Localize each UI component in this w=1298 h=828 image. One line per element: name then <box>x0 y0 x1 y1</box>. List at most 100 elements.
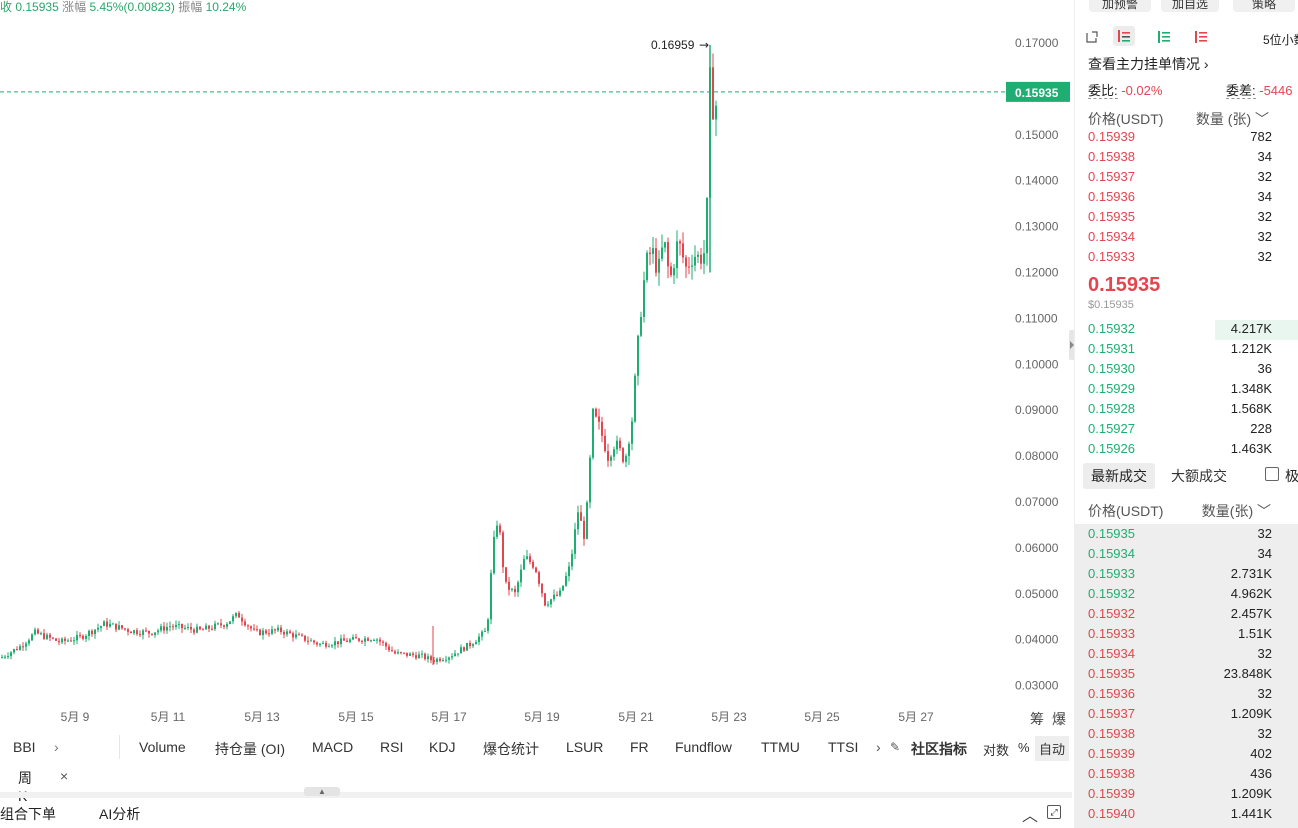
close-value: 0.15935 <box>15 0 59 14</box>
bid-row[interactable]: 0.15932 4.217K <box>1088 319 1298 339</box>
row-qty: 1.209K <box>1230 706 1272 721</box>
precision-select[interactable]: 5位小数 <box>1263 33 1298 47</box>
y-tick-label: 0.06000 <box>1015 541 1059 555</box>
community-indicators[interactable]: 社区指标 <box>911 741 967 757</box>
row-price: 0.15939 <box>1088 746 1135 761</box>
share-icon[interactable] <box>1085 30 1099 44</box>
candle-body <box>331 645 333 647</box>
row-qty: 32 <box>1257 686 1272 701</box>
tab-ai-analysis[interactable]: AI分析 <box>99 806 141 822</box>
candle-body <box>421 653 423 655</box>
row-price: 0.15934 <box>1088 646 1135 661</box>
log-scale-toggle[interactable]: 对数 <box>983 743 1010 758</box>
trade-row[interactable]: 0.15932 4.962K <box>1088 584 1298 604</box>
indicator-kdj[interactable]: KDJ <box>429 739 456 755</box>
book-qty-header[interactable]: 数量 (张) ﹀ <box>1195 111 1269 127</box>
candle-body <box>505 567 507 582</box>
trade-row[interactable]: 0.15939 1.209K <box>1088 784 1298 804</box>
panel-collapse-handle[interactable] <box>1069 330 1075 360</box>
strategy-button[interactable]: 策略 <box>1233 0 1295 12</box>
trade-row[interactable]: 0.15935 32 <box>1088 524 1298 544</box>
extreme-checkbox[interactable] <box>1265 467 1279 481</box>
row-qty: 32 <box>1257 726 1272 741</box>
row-price: 0.15935 <box>1088 526 1135 541</box>
tab-large-trades[interactable]: 大额成交 <box>1171 468 1227 484</box>
add-watchlist-button[interactable]: 加自选 <box>1161 0 1219 12</box>
indicator-rsi[interactable]: RSI <box>380 739 404 755</box>
bid-row[interactable]: 0.15930 36 <box>1088 359 1298 379</box>
auto-scale-toggle[interactable]: 自动 <box>1035 736 1070 761</box>
expand-icon[interactable]: ⤢ <box>1047 805 1061 819</box>
bid-row[interactable]: 0.15931 1.212K <box>1088 339 1298 359</box>
indicator-volume[interactable]: Volume <box>139 739 186 755</box>
candle-body <box>574 529 576 554</box>
candlestick-chart[interactable]: 0.170000.160000.150000.140000.130000.120… <box>0 14 1072 730</box>
indicator-ttsi[interactable]: TTSI <box>828 739 859 755</box>
trade-row[interactable]: 0.15939 402 <box>1088 744 1298 764</box>
ask-row[interactable]: 0.15939 782 <box>1088 127 1298 147</box>
ask-row[interactable]: 0.15935 32 <box>1088 207 1298 227</box>
indicator-lsur[interactable]: LSUR <box>566 739 604 755</box>
tab-latest-trades[interactable]: 最新成交 <box>1083 463 1155 489</box>
indicator-liquidation[interactable]: 爆仓统计 <box>483 741 539 757</box>
percent-scale-toggle[interactable]: % <box>1018 740 1030 755</box>
trade-row[interactable]: 0.15933 1.51K <box>1088 624 1298 644</box>
ask-row[interactable]: 0.15937 32 <box>1088 167 1298 187</box>
y-tick-label: 0.15000 <box>1015 128 1059 142</box>
bid-ask-diff: 委差: -5446 <box>1226 80 1293 99</box>
candle-body <box>208 625 210 629</box>
trade-row[interactable]: 0.15934 34 <box>1088 544 1298 564</box>
chevron-up-icon[interactable]: ︿ <box>1022 808 1039 825</box>
candle-body <box>10 652 12 656</box>
scroll-right-icon[interactable]: › <box>876 739 881 755</box>
trade-row[interactable]: 0.15934 32 <box>1088 644 1298 664</box>
chevron-right-icon[interactable]: › <box>54 739 59 755</box>
candle-body <box>391 650 393 652</box>
candle-body <box>349 639 351 642</box>
candle-body <box>595 408 597 417</box>
book-view-both-icon[interactable] <box>1113 26 1135 46</box>
row-price: 0.15934 <box>1088 546 1135 561</box>
bid-row[interactable]: 0.15927 228 <box>1088 419 1298 439</box>
row-qty: 32 <box>1257 526 1272 541</box>
book-view-asks-icon[interactable] <box>1193 29 1209 45</box>
trade-row[interactable]: 0.15938 32 <box>1088 724 1298 744</box>
ask-row[interactable]: 0.15934 32 <box>1088 227 1298 247</box>
ask-row[interactable]: 0.15938 34 <box>1088 147 1298 167</box>
trade-row[interactable]: 0.15940 1.441K <box>1088 804 1298 824</box>
trade-row[interactable]: 0.15938 436 <box>1088 764 1298 784</box>
candle-body <box>535 567 537 573</box>
indicator-fundflow[interactable]: Fundflow <box>675 739 732 755</box>
candle-body <box>115 623 117 630</box>
indicator-ttmu[interactable]: TTMU <box>761 739 800 755</box>
trade-row[interactable]: 0.15936 32 <box>1088 684 1298 704</box>
trade-row[interactable]: 0.15932 2.457K <box>1088 604 1298 624</box>
trade-row[interactable]: 0.15933 2.731K <box>1088 564 1298 584</box>
chart-canvas[interactable]: 0.170000.160000.150000.140000.130000.120… <box>0 14 1072 730</box>
y-tick-label: 0.10000 <box>1015 357 1059 371</box>
ratio-label: 委比: <box>1088 83 1118 99</box>
trade-row[interactable]: 0.15937 1.209K <box>1088 704 1298 724</box>
indicator-oi[interactable]: 持仓量 (OI) <box>215 741 285 757</box>
indicator-fr[interactable]: FR <box>630 739 649 755</box>
candle-body <box>13 649 15 653</box>
candle-body <box>442 660 444 662</box>
tab-combo-order[interactable]: 组合下单 <box>0 806 56 822</box>
ask-row[interactable]: 0.15933 32 <box>1088 247 1298 267</box>
add-alert-button[interactable]: 加预警 <box>1089 0 1151 12</box>
y-tick-label: 0.09000 <box>1015 403 1059 417</box>
ask-row[interactable]: 0.15936 34 <box>1088 187 1298 207</box>
trades-qty-header[interactable]: 数量(张) ﹀ <box>1201 503 1271 519</box>
indicator-bbi[interactable]: BBI <box>13 739 36 755</box>
chevron-up-icon[interactable]: ▲ <box>304 787 340 796</box>
book-view-bids-icon[interactable] <box>1156 29 1172 45</box>
main-orders-link[interactable]: 查看主力挂单情况 › <box>1088 54 1209 74</box>
trade-row[interactable]: 0.15935 23.848K <box>1088 664 1298 684</box>
close-icon[interactable]: × <box>60 768 69 784</box>
bid-row[interactable]: 0.15928 1.568K <box>1088 399 1298 419</box>
indicator-macd[interactable]: MACD <box>312 739 354 755</box>
edit-icon[interactable]: ✎ <box>890 740 901 754</box>
bid-row[interactable]: 0.15926 1.463K <box>1088 439 1298 459</box>
candle-body <box>100 626 102 628</box>
bid-row[interactable]: 0.15929 1.348K <box>1088 379 1298 399</box>
